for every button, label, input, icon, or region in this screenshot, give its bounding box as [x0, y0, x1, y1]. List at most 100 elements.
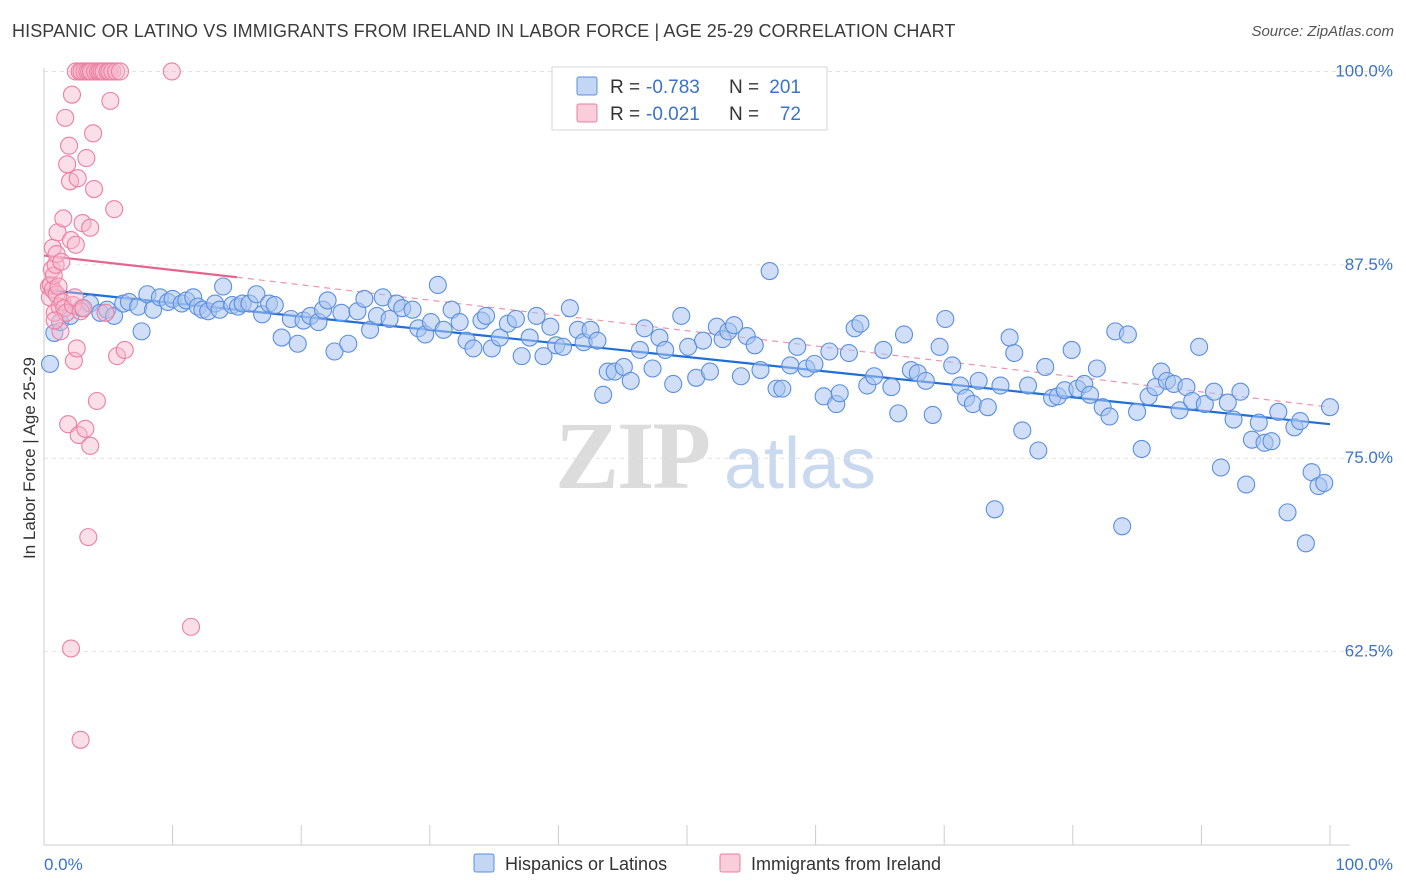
point-hispanic [656, 340, 675, 359]
point-hispanic [969, 371, 988, 390]
legend-r-label: R = [610, 77, 640, 98]
point-hispanic [534, 347, 553, 366]
grid-lines [44, 70, 1390, 653]
point-ireland [87, 391, 106, 411]
x-tick-label-min: 0.0% [44, 855, 83, 874]
legend-r-value: -0.783 [646, 77, 700, 98]
point-hispanic [731, 367, 751, 386]
point-ireland [56, 108, 75, 127]
point-hispanic [434, 320, 453, 339]
point-hispanic [403, 300, 422, 319]
point-hispanic [1224, 410, 1243, 429]
point-hispanic [132, 322, 151, 341]
point-hispanic [889, 404, 908, 423]
point-hispanic [672, 306, 691, 325]
point-hispanic [700, 362, 720, 381]
point-hispanic [553, 337, 573, 356]
y-axis-title: In Labor Force | Age 25-29 [20, 357, 39, 559]
point-ireland [162, 62, 181, 81]
point-hispanic [1320, 398, 1340, 417]
data-points [39, 62, 1340, 749]
point-hispanic [1036, 357, 1055, 377]
point-hispanic [874, 340, 893, 359]
point-hispanic [40, 354, 60, 373]
point-hispanic [1231, 382, 1250, 401]
point-hispanic [1237, 475, 1256, 494]
point-ireland [71, 302, 90, 321]
point-hispanic [1249, 413, 1268, 432]
point-hispanic [1269, 402, 1288, 421]
point-ireland [61, 639, 81, 658]
trend-line-ireland [43, 254, 238, 279]
point-ireland [69, 425, 88, 445]
point-hispanic [963, 395, 982, 414]
point-ireland [58, 155, 77, 174]
y-tick-label: 87.5% [1345, 255, 1393, 274]
point-hispanic [839, 343, 858, 363]
point-hispanic [1195, 395, 1214, 414]
x-tick-label-max: 100.0% [1335, 855, 1393, 874]
point-hispanic [1218, 393, 1237, 412]
point-hispanic [1291, 412, 1310, 431]
point-ireland [54, 209, 73, 228]
point-ireland [115, 340, 134, 359]
point-hispanic [428, 275, 447, 295]
point-hispanic [830, 384, 849, 403]
point-hispanic [272, 328, 291, 347]
chart-title: HISPANIC OR LATINO VS IMMIGRANTS FROM IR… [12, 21, 956, 41]
point-hispanic [978, 398, 997, 417]
point-hispanic [820, 342, 839, 361]
point-ireland [67, 339, 86, 358]
point-hispanic [318, 291, 337, 310]
point-hispanic [882, 378, 901, 397]
point-hispanic [1190, 337, 1209, 356]
point-hispanic [1087, 359, 1106, 378]
point-hispanic [773, 379, 792, 398]
point-hispanic [745, 336, 764, 355]
point-hispanic [380, 309, 399, 329]
point-ireland [103, 62, 122, 81]
point-hispanic [894, 325, 914, 344]
legend-r-value: -0.021 [646, 104, 700, 125]
svg-text:ZIP: ZIP [555, 402, 709, 509]
point-ireland [84, 124, 103, 143]
point-ireland [45, 311, 64, 330]
point-ireland [59, 415, 78, 434]
point-hispanic [1018, 376, 1038, 395]
point-hispanic [520, 328, 539, 347]
point-hispanic [594, 385, 613, 404]
point-ireland [74, 299, 93, 318]
watermark: ZIP atlas [555, 402, 876, 509]
point-ireland [110, 62, 130, 81]
point-hispanic [725, 316, 744, 335]
point-ireland [77, 149, 96, 168]
point-ireland [101, 91, 120, 110]
point-ireland [52, 252, 71, 271]
y-tick-label: 62.5% [1345, 642, 1393, 661]
point-hispanic [930, 337, 949, 356]
point-ireland [48, 223, 67, 242]
svg-text:atlas: atlas [724, 424, 876, 504]
point-hispanic [490, 328, 509, 347]
point-ireland [62, 85, 82, 104]
legend-r-label: R = [610, 104, 640, 125]
point-hispanic [805, 354, 824, 373]
point-hispanic [339, 334, 358, 353]
point-hispanic [1029, 441, 1048, 460]
point-hispanic [621, 371, 640, 390]
point-hispanic [751, 361, 770, 380]
point-hispanic [643, 359, 662, 378]
legend-n-value: 201 [769, 77, 801, 98]
point-ireland [96, 303, 115, 322]
point-ireland [81, 436, 100, 455]
point-hispanic [332, 303, 351, 322]
point-hispanic [1262, 432, 1281, 451]
point-hispanic [450, 313, 469, 332]
point-hispanic [560, 299, 579, 318]
legend-box-frame [551, 66, 828, 131]
legend-box: R = -0.783 N = 201 R = -0.021 N = 72 [551, 66, 828, 131]
legend-n-label: N = [729, 77, 759, 98]
point-hispanic [506, 309, 525, 329]
point-hispanic [464, 339, 483, 358]
